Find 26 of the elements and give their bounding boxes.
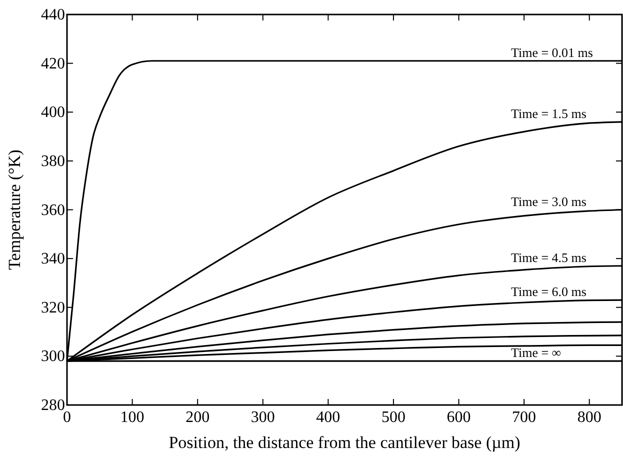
y-tick-label: 320 bbox=[41, 299, 65, 316]
x-tick-label: 200 bbox=[186, 409, 210, 426]
legend-label: Time = 4.5 ms bbox=[511, 250, 586, 265]
x-tick-label: 0 bbox=[63, 409, 71, 426]
legend-label: Time = 3.0 ms bbox=[511, 194, 586, 209]
y-tick-label: 280 bbox=[41, 397, 65, 414]
y-tick-label: 300 bbox=[41, 348, 65, 366]
series-label: Time = 6.0 ms bbox=[511, 284, 586, 300]
x-tick-label: 100 bbox=[120, 409, 144, 426]
y-tick-label: 340 bbox=[41, 250, 65, 268]
x-tick-label: 300 bbox=[250, 409, 275, 426]
x-tick-label: 800 bbox=[577, 409, 602, 426]
x-tick-label: 400 bbox=[316, 409, 340, 426]
series-label: Time = 0.01 ms bbox=[511, 44, 593, 60]
x-tick-label: 700 bbox=[512, 409, 536, 426]
y-axis-title: Temperature (°K) bbox=[5, 150, 24, 270]
x-tick-label: 600 bbox=[446, 409, 471, 426]
legend-label: Time = 1.5 ms bbox=[511, 106, 586, 121]
x-tick-label: 500 bbox=[381, 409, 406, 426]
y-tick-label: 420 bbox=[41, 55, 65, 72]
y-tick-label: 400 bbox=[41, 104, 65, 122]
series-label: Time = ∞ bbox=[511, 345, 562, 360]
y-tick-label: 440 bbox=[41, 6, 65, 24]
x-axis-title: Position, the distance from the cantilever base (µm) bbox=[168, 433, 520, 452]
y-tick-label: 380 bbox=[41, 152, 65, 170]
y-tick-label: 360 bbox=[41, 202, 65, 219]
